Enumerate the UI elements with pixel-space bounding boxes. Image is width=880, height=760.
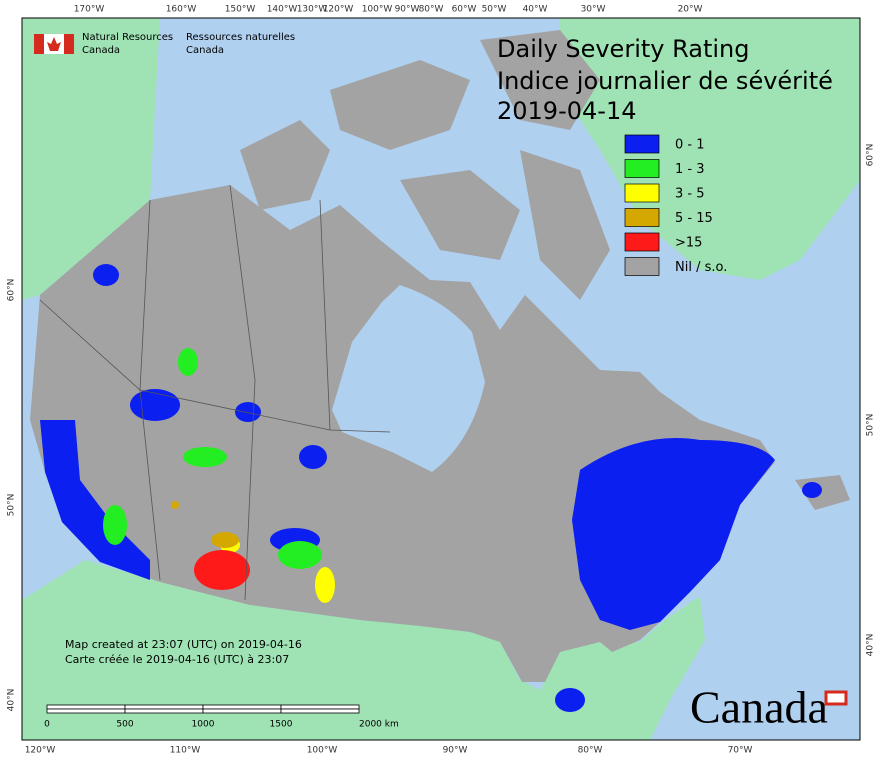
org-en: Canada	[82, 45, 120, 56]
scale-label: 1000	[192, 720, 215, 730]
legend: 0 - 1 1 - 3 3 - 5 5 - 15 >15 Nil / s.o.	[624, 134, 727, 276]
greenland	[560, 18, 860, 280]
title: Indice journalier de sévérité	[497, 67, 833, 95]
legend-label: 0 - 1	[675, 138, 705, 153]
severity-area	[211, 532, 239, 548]
longitude-label: 50°W	[482, 5, 507, 15]
longitude-label: 100°W	[307, 746, 338, 756]
longitude-label: 80°W	[578, 746, 603, 756]
severity-area	[130, 389, 180, 421]
longitude-label: 110°W	[170, 746, 201, 756]
longitude-label: 160°W	[166, 5, 197, 15]
latitude-label: 50°N	[7, 494, 17, 517]
scale-bar: 0 500 1000 1500 2000 km	[44, 704, 399, 730]
severity-area	[555, 688, 585, 712]
island	[400, 170, 520, 260]
alaska	[22, 18, 160, 300]
legend-label: Nil / s.o.	[675, 260, 727, 275]
longitude-label: 120°W	[25, 746, 56, 756]
usa	[22, 560, 705, 740]
scale-label: 2000 km	[359, 720, 399, 730]
latitude-label: 50°N	[866, 414, 876, 437]
legend-label: 1 - 3	[675, 162, 705, 177]
map-area	[22, 18, 860, 740]
longitude-label: 120°W	[323, 5, 354, 15]
severity-area	[178, 348, 198, 376]
severity-area	[802, 482, 822, 498]
scale-label: 500	[116, 720, 133, 730]
scale-segment	[280, 704, 360, 710]
severity-area	[93, 264, 119, 286]
hudson-bay	[332, 285, 485, 472]
scale-segment	[280, 708, 360, 714]
legend-swatch	[624, 134, 660, 154]
latitude-label: 40°N	[7, 689, 17, 712]
map-frame	[21, 17, 861, 741]
severity-area	[235, 402, 261, 422]
longitude-label: 150°W	[225, 5, 256, 15]
scale-segment	[124, 708, 204, 714]
legend-label: >15	[675, 236, 702, 251]
provincial-boundaries	[39, 184, 391, 601]
legend-swatch	[624, 159, 660, 178]
longitude-label: 60°W	[452, 5, 477, 15]
scale-label: 1500	[270, 720, 293, 730]
latitude-label: 60°N	[7, 279, 17, 302]
wordmark: Canada	[690, 682, 828, 733]
title: Daily Severity Rating	[497, 35, 749, 63]
severity-area	[299, 445, 327, 469]
credit: Carte créée le 2019-04-16 (UTC) à 23:07	[65, 653, 289, 666]
scale-segment	[46, 704, 126, 710]
island	[330, 60, 470, 150]
severity-area	[183, 447, 227, 467]
longitude-label: 80°W	[419, 5, 444, 15]
longitude-label: 170°W	[74, 5, 105, 15]
scale-label: 0	[44, 720, 50, 730]
legend-swatch	[624, 232, 660, 252]
legend-label: 5 - 15	[675, 211, 713, 226]
severity-area	[103, 505, 127, 545]
legend-swatch	[624, 208, 660, 227]
latitude-label: 60°N	[866, 144, 876, 167]
flag-bar	[34, 34, 44, 54]
severity-area	[171, 501, 179, 509]
scale-segment	[202, 704, 282, 710]
maple-leaf	[47, 37, 61, 51]
date: 2019-04-14	[497, 97, 636, 125]
longitude-label: 140°W	[267, 5, 298, 15]
scale-segment	[46, 708, 126, 714]
longitude-label: 40°W	[523, 5, 548, 15]
flag-bar	[64, 34, 74, 54]
severity-area	[315, 567, 335, 603]
longitude-label: 130°W	[297, 5, 328, 15]
longitude-label: 100°W	[362, 5, 393, 15]
island	[480, 30, 600, 130]
longitude-label: 90°W	[395, 5, 420, 15]
latitude-label: 40°N	[866, 634, 876, 657]
org-en: Natural Resources	[82, 32, 173, 43]
org-fr: Canada	[186, 45, 224, 56]
legend-swatch	[624, 183, 660, 203]
longitude-label: 20°W	[678, 5, 703, 15]
legend-swatch	[624, 257, 660, 276]
longitude-label: 70°W	[728, 746, 753, 756]
scale-segment	[202, 708, 282, 714]
credit: Map created at 23:07 (UTC) on 2019-04-16	[65, 638, 302, 651]
severity-area	[194, 550, 250, 590]
legend-label: 3 - 5	[675, 187, 705, 202]
severity-area	[572, 438, 775, 630]
severity-area	[278, 541, 322, 569]
longitude-label: 90°W	[443, 746, 468, 756]
baffin-island	[520, 150, 610, 300]
island	[240, 120, 330, 210]
org-fr: Ressources naturelles	[186, 32, 295, 43]
scale-segment	[124, 704, 204, 710]
wordmark-flag	[824, 690, 848, 706]
longitude-label: 30°W	[581, 5, 606, 15]
